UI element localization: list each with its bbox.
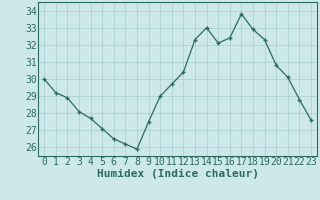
X-axis label: Humidex (Indice chaleur): Humidex (Indice chaleur) [97, 169, 259, 179]
